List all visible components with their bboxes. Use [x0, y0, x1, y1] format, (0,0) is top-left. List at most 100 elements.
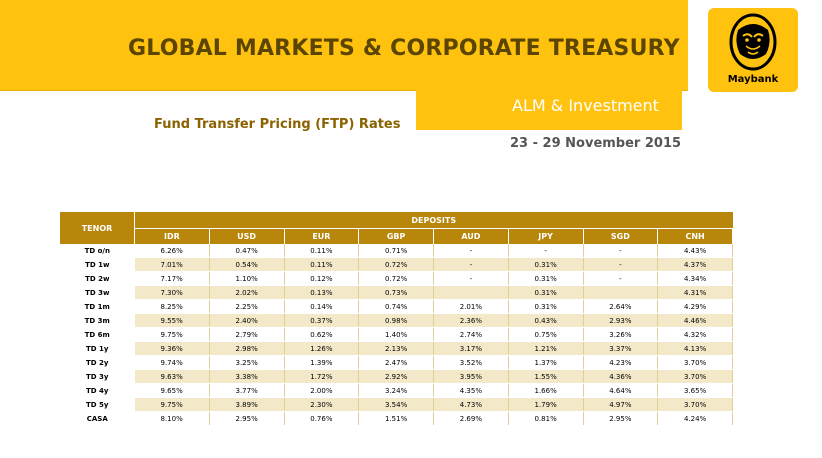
rate-cell: 3.70%	[657, 355, 733, 370]
page-title: GLOBAL MARKETS & CORPORATE TREASURY	[128, 36, 680, 61]
column-header-usd: USD	[209, 228, 285, 244]
rate-cell: 4.24%	[657, 411, 733, 426]
rate-cell: 2.98%	[209, 341, 285, 356]
rate-cell: 0.12%	[284, 271, 360, 286]
rate-cell: 2.02%	[209, 285, 285, 300]
tenor-cell: TD 2w	[60, 271, 135, 286]
column-header-cnh: CNH	[657, 228, 733, 244]
rate-cell: 9.63%	[134, 369, 210, 384]
rate-cell: 9.36%	[134, 341, 210, 356]
tenor-cell: TD 3m	[60, 313, 135, 328]
rate-cell	[433, 285, 509, 300]
rate-cell: 2.79%	[209, 327, 285, 342]
rate-cell: 0.72%	[358, 271, 434, 286]
rate-cell: 2.64%	[583, 299, 659, 314]
page-subtitle: Fund Transfer Pricing (FTP) Rates	[154, 117, 401, 132]
rate-cell: -	[583, 244, 659, 258]
table-row: TD 3y 9.63% 3.38% 1.72% 2.92% 3.95% 1.55% 4.36%…	[60, 369, 733, 384]
table-row: TD 3m 9.55% 2.40% 0.37% 0.98% 2.36% 0.43% 2.93%…	[60, 313, 733, 328]
column-header-idr: IDR	[134, 228, 210, 244]
tenor-cell: TD 3y	[60, 369, 135, 384]
table-row: TD 4y 9.65% 3.77% 2.00% 3.24% 4.35% 1.66% 4.64%…	[60, 383, 733, 398]
rate-cell: 3.89%	[209, 397, 285, 412]
column-header-gbp: GBP	[358, 228, 434, 244]
rate-cell: 4.32%	[657, 327, 733, 342]
tenor-cell: TD o/n	[60, 244, 135, 258]
tenor-header: TENOR	[60, 212, 135, 244]
column-header-jpy: JPY	[508, 228, 584, 244]
rate-cell: 1.26%	[284, 341, 360, 356]
rate-cell: 9.75%	[134, 327, 210, 342]
date-range: 23 - 29 November 2015	[510, 136, 682, 151]
rate-cell: 3.70%	[657, 369, 733, 384]
rate-cell: 0.11%	[284, 257, 360, 272]
rate-cell: 4.46%	[657, 313, 733, 328]
rate-cell: 0.71%	[358, 244, 434, 258]
division-banner	[416, 90, 682, 130]
rate-cell: 2.40%	[209, 313, 285, 328]
rate-cell: 4.13%	[657, 341, 733, 356]
rate-cell: 9.65%	[134, 383, 210, 398]
rate-cell: 2.95%	[583, 411, 659, 426]
rate-cell: -	[583, 271, 659, 286]
tenor-cell: TD 4y	[60, 383, 135, 398]
rate-cell: 0.13%	[284, 285, 360, 300]
rate-cell: 3.95%	[433, 369, 509, 384]
table-row: TD 2y 9.74% 3.25% 1.39% 2.47% 3.52% 1.37% 4.23%…	[60, 355, 733, 370]
column-header-sgd: SGD	[583, 228, 659, 244]
rate-cell: 1.55%	[508, 369, 584, 384]
column-header-aud: AUD	[433, 228, 509, 244]
rate-cell: 2.25%	[209, 299, 285, 314]
rate-cell: 4.97%	[583, 397, 659, 412]
rate-cell: -	[508, 244, 584, 258]
rate-cell: 0.62%	[284, 327, 360, 342]
rate-cell: 0.98%	[358, 313, 434, 328]
rate-cell: 4.31%	[657, 285, 733, 300]
maybank-logo: Maybank	[708, 8, 798, 92]
rate-cell: 1.66%	[508, 383, 584, 398]
rate-cell: 0.76%	[284, 411, 360, 426]
rate-cell: 4.43%	[657, 244, 733, 258]
rate-cell: 2.30%	[284, 397, 360, 412]
logo-text: Maybank	[727, 74, 779, 85]
rate-cell: 8.25%	[134, 299, 210, 314]
deposits-header: DEPOSITS	[134, 212, 733, 229]
rate-cell: -	[433, 257, 509, 272]
rate-cell: 2.69%	[433, 411, 509, 426]
rate-cell: 9.74%	[134, 355, 210, 370]
rate-cell: 7.30%	[134, 285, 210, 300]
rate-cell: 2.00%	[284, 383, 360, 398]
rate-cell: 2.36%	[433, 313, 509, 328]
rate-cell: 0.31%	[508, 285, 584, 300]
rate-cell: 0.37%	[284, 313, 360, 328]
tiger-head-icon	[729, 13, 777, 71]
rate-cell: 3.17%	[433, 341, 509, 356]
rate-cell: -	[433, 271, 509, 286]
rate-cell: 1.21%	[508, 341, 584, 356]
rate-cell: 4.37%	[657, 257, 733, 272]
rate-cell: 0.81%	[508, 411, 584, 426]
rate-cell: 0.31%	[508, 257, 584, 272]
rate-cell: 0.54%	[209, 257, 285, 272]
rate-cell: 4.64%	[583, 383, 659, 398]
rate-cell: 3.37%	[583, 341, 659, 356]
tenor-cell: TD 1y	[60, 341, 135, 356]
table-row: TD 2w 7.17% 1.10% 0.12% 0.72% -0.31% -4.34%	[60, 271, 733, 286]
rate-cell: 3.25%	[209, 355, 285, 370]
rate-cell: 2.13%	[358, 341, 434, 356]
division-label: ALM & Investment	[512, 96, 659, 115]
rate-cell: 0.74%	[358, 299, 434, 314]
column-header-eur: EUR	[284, 228, 360, 244]
rate-cell: -	[583, 257, 659, 272]
rate-cell: 1.37%	[508, 355, 584, 370]
rate-cell: 1.39%	[284, 355, 360, 370]
rate-cell: 2.92%	[358, 369, 434, 384]
table-row: TD 1m 8.25% 2.25% 0.14% 0.74% 2.01% 0.31% 2.64%…	[60, 299, 733, 314]
rate-cell: 4.36%	[583, 369, 659, 384]
rate-cell: 3.70%	[657, 397, 733, 412]
rate-cell: 1.72%	[284, 369, 360, 384]
rate-cell	[583, 285, 659, 300]
rate-cell: 0.11%	[284, 244, 360, 258]
table-row: TD 6m 9.75% 2.79% 0.62% 1.40% 2.74% 0.75% 3.26%…	[60, 327, 733, 342]
table-row: CASA 8.10% 2.95% 0.76% 1.51% 2.69% 0.81% 2.95% 4…	[60, 411, 733, 426]
